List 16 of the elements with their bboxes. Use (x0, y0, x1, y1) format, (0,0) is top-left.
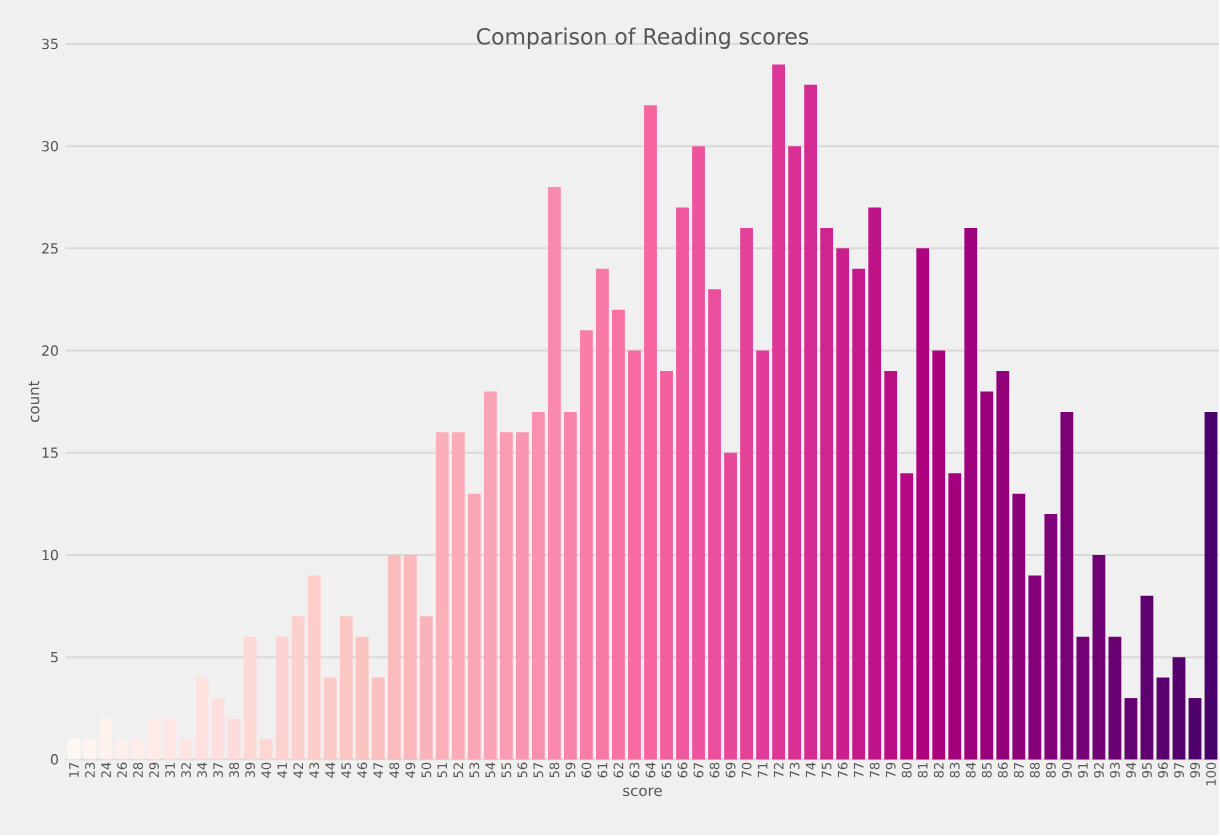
bar (1188, 698, 1202, 760)
bar (147, 718, 161, 760)
bar (179, 739, 193, 760)
bar (99, 718, 113, 760)
bar (115, 739, 129, 760)
bar (83, 739, 97, 760)
bar (1156, 677, 1170, 760)
bar (1124, 698, 1138, 760)
bar (1172, 657, 1186, 760)
bar (163, 718, 177, 760)
bar (195, 677, 209, 760)
bar (1204, 412, 1218, 760)
bar (131, 739, 145, 760)
bar (67, 739, 81, 760)
chart-title: Comparison of Reading scores (476, 27, 809, 50)
bar (1140, 596, 1154, 760)
